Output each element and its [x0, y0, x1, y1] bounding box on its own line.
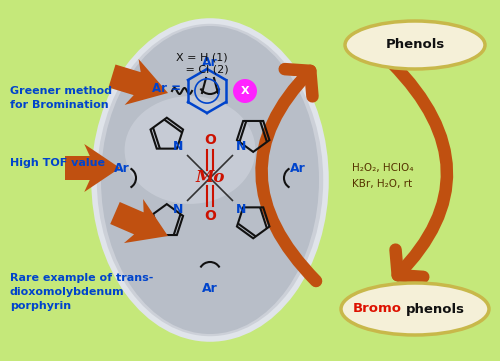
- Text: Ar: Ar: [202, 57, 218, 70]
- Polygon shape: [65, 144, 120, 192]
- Text: Ar: Ar: [290, 161, 306, 174]
- Text: X: X: [240, 86, 250, 96]
- Text: O: O: [204, 133, 216, 147]
- Text: H₂O₂, HClO₄
KBr, H₂O, rt: H₂O₂, HClO₄ KBr, H₂O, rt: [352, 163, 414, 189]
- Text: O: O: [204, 209, 216, 223]
- FancyArrowPatch shape: [392, 63, 447, 277]
- Text: N: N: [174, 203, 184, 216]
- Text: phenols: phenols: [406, 303, 465, 316]
- Text: Ar =: Ar =: [152, 83, 181, 96]
- Text: Greener method
for Bromination: Greener method for Bromination: [10, 86, 112, 110]
- Circle shape: [233, 79, 257, 103]
- Polygon shape: [108, 59, 168, 105]
- Ellipse shape: [345, 21, 485, 69]
- Text: X = H (1)
   = Cl (2): X = H (1) = Cl (2): [175, 53, 229, 75]
- Ellipse shape: [94, 21, 326, 339]
- Polygon shape: [110, 199, 168, 243]
- Text: Ar: Ar: [202, 282, 218, 295]
- Text: Ar: Ar: [114, 161, 130, 174]
- Ellipse shape: [101, 26, 319, 334]
- Text: Phenols: Phenols: [386, 39, 444, 52]
- Text: Rare example of trans-
dioxomolybdenum
porphyrin: Rare example of trans- dioxomolybdenum p…: [10, 273, 154, 311]
- Ellipse shape: [341, 283, 489, 335]
- Text: Mo: Mo: [195, 170, 225, 187]
- Text: N: N: [236, 140, 246, 153]
- Text: N: N: [174, 140, 184, 153]
- Ellipse shape: [124, 96, 256, 204]
- FancyArrowPatch shape: [262, 69, 316, 281]
- Text: High TOF value: High TOF value: [10, 158, 105, 168]
- Text: Bromo: Bromo: [353, 303, 402, 316]
- Text: N: N: [236, 203, 246, 216]
